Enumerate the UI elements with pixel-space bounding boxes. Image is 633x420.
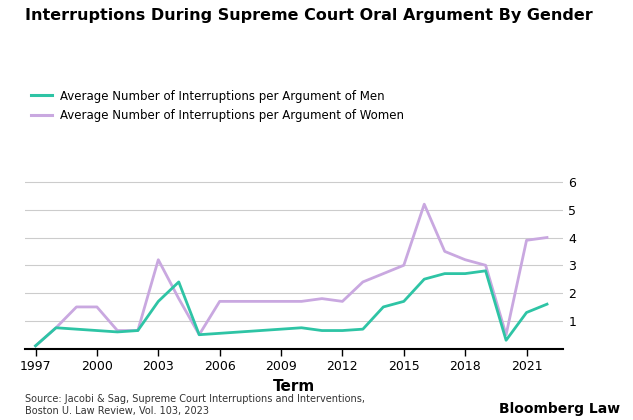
Text: Bloomberg Law: Bloomberg Law xyxy=(499,402,620,416)
Legend: Average Number of Interruptions per Argument of Men, Average Number of Interrupt: Average Number of Interruptions per Argu… xyxy=(31,90,404,122)
X-axis label: Term: Term xyxy=(273,379,315,394)
Text: Interruptions During Supreme Court Oral Argument By Gender: Interruptions During Supreme Court Oral … xyxy=(25,8,593,24)
Text: Source: Jacobi & Sag, Supreme Court Interruptions and Interventions,
Boston U. L: Source: Jacobi & Sag, Supreme Court Inte… xyxy=(25,394,365,416)
